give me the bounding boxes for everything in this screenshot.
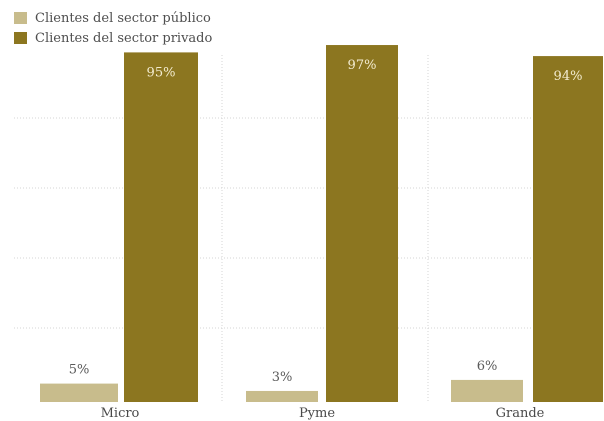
legend-swatch-private <box>14 32 27 44</box>
bar-private-pyme <box>326 45 398 402</box>
data-label-public-pyme: 3% <box>272 370 293 385</box>
data-label-private-pyme: 97% <box>348 58 377 73</box>
bar-private-micro <box>124 52 198 403</box>
bar-public-pyme <box>246 390 318 402</box>
legend-swatch-public <box>14 12 27 24</box>
data-label-public-micro: 5% <box>69 363 90 378</box>
category-label-pyme: Pyme <box>299 406 335 421</box>
bar-private-grande <box>533 56 603 402</box>
category-label-grande: Grande <box>496 406 545 421</box>
legend-item-private: Clientes del sector privado <box>14 28 212 48</box>
data-label-private-micro: 95% <box>147 65 176 80</box>
category-label-micro: Micro <box>101 406 140 421</box>
legend-label-private: Clientes del sector privado <box>35 30 213 46</box>
data-label-public-grande: 6% <box>477 359 498 374</box>
legend-item-public: Clientes del sector público <box>14 8 212 28</box>
legend-label-public: Clientes del sector público <box>35 10 211 26</box>
legend: Clientes del sector público Clientes del… <box>14 8 212 48</box>
bar-public-grande <box>451 379 523 402</box>
bar-public-micro <box>40 383 118 402</box>
data-label-private-grande: 94% <box>554 69 583 84</box>
